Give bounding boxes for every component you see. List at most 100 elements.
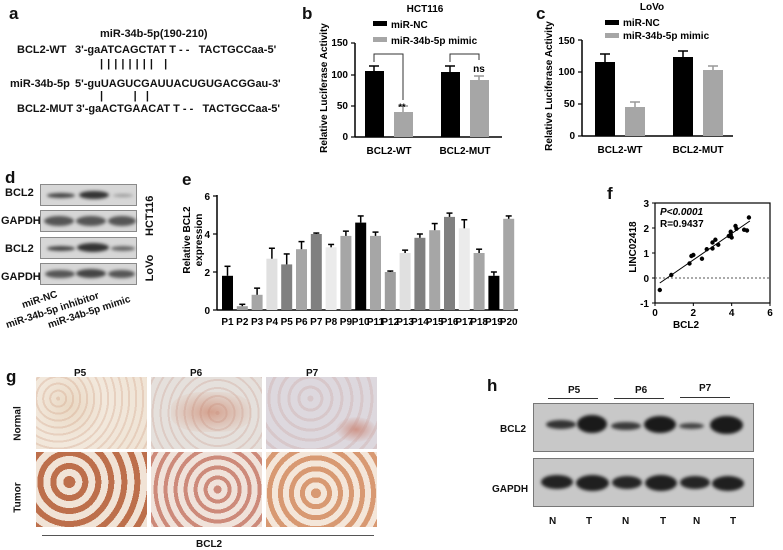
chart-e-bar	[473, 253, 485, 310]
blot-d-bcl2-lovo	[40, 237, 137, 259]
chart-e-bar	[296, 249, 307, 310]
blot-d-row-0: BCL2	[5, 187, 34, 199]
ihc-normal-p7	[266, 377, 377, 449]
wb-group-p6: P6	[635, 385, 648, 396]
ihc-tumor-p7	[266, 452, 377, 527]
chart-e-bar	[414, 237, 426, 310]
chart-b: HCT116 miR-NC miR-34b-5p mimic Relative …	[319, 4, 502, 157]
legend-mir-nc: miR-NC	[391, 20, 428, 31]
pairing-lines-top: | | | | | | | | |	[100, 58, 168, 70]
chart-e-xtick: P4	[266, 317, 279, 328]
svg-text:150: 150	[558, 36, 575, 47]
row-label-bcl2-wt: BCL2-WT	[17, 44, 67, 56]
wb-row-bcl2: BCL2	[500, 424, 527, 435]
blot-d-gapdh-lovo	[40, 263, 137, 285]
chart-f-point	[710, 240, 715, 245]
chart-e-bar	[281, 264, 293, 310]
legend-mimic: miR-34b-5p mimic	[391, 36, 478, 47]
chart-f-point	[691, 252, 696, 258]
svg-text:100: 100	[558, 67, 575, 78]
chart-f-point	[734, 226, 739, 231]
row-label-bcl2-mut: BCL2-MUT	[17, 103, 74, 115]
chart-e-bar	[370, 235, 381, 310]
wb-lane-3: T	[660, 516, 667, 527]
sequence-bcl2-mut: 3'-gaACTGAACAT T - - TACTGCCaa-5'	[76, 103, 281, 115]
ihc-row-tumor: Tumor	[12, 482, 24, 513]
wb-group-line-p7	[680, 397, 730, 398]
wb-lane-1: T	[586, 516, 593, 527]
chart-e-xtick: P3	[251, 317, 264, 328]
svg-text:6: 6	[767, 308, 773, 319]
chart-f-point	[687, 261, 692, 266]
ihc-footer-line	[42, 535, 374, 536]
svg-text:0: 0	[569, 131, 575, 142]
legend-mir-nc-c: miR-NC	[623, 18, 660, 29]
ihc-tumor-p6	[151, 452, 262, 527]
wb-row-gapdh: GAPDH	[492, 484, 529, 495]
wb-group-p5: P5	[568, 385, 581, 396]
wb-lane-0: N	[549, 516, 557, 527]
blot-d-row-2: BCL2	[5, 243, 34, 255]
ihc-normal-p6	[151, 377, 262, 449]
wb-lane-4: N	[693, 516, 701, 527]
chart-f-point	[710, 246, 715, 251]
svg-text:0: 0	[652, 308, 658, 319]
chart-e-bar	[266, 258, 278, 310]
wb-group-line-p5	[548, 398, 598, 399]
sequence-mir: 5'-guUAGUCGAUUACUGUGACGGau-3'	[75, 78, 281, 90]
svg-text:50: 50	[337, 101, 349, 112]
svg-text:0: 0	[342, 132, 348, 143]
wb-group-p7: P7	[699, 383, 712, 394]
chart-e-xtick: P2	[236, 317, 249, 328]
chart-f-point	[699, 256, 705, 261]
svg-text:0: 0	[643, 274, 649, 285]
chart-e-xtick: P10	[352, 317, 370, 328]
chart-e-xtick: P19	[485, 317, 503, 328]
chart-e-bar	[355, 222, 367, 310]
chart-f-point	[716, 242, 721, 247]
svg-text:3: 3	[643, 199, 649, 210]
chart-e-bar	[399, 253, 411, 310]
chart-c-xtick-0: BCL2-WT	[598, 145, 643, 156]
svg-text:4: 4	[729, 308, 735, 319]
chart-c-xtick-1: BCL2-MUT	[672, 145, 723, 156]
svg-text:4: 4	[204, 230, 210, 241]
chart-e-xtick: P6	[295, 317, 308, 328]
svg-text:P<0.0001: P<0.0001	[660, 207, 704, 218]
chart-e-xtick: P16	[441, 317, 459, 328]
chart-e-bar	[251, 294, 263, 310]
chart-f-point	[729, 235, 734, 240]
chart-f-point	[704, 247, 709, 252]
chart-e-xtick: P12	[381, 317, 399, 328]
chart-e-xtick: P13	[396, 317, 414, 328]
row-label-mir: miR-34b-5p	[10, 78, 70, 90]
panel-label-f: f	[607, 184, 613, 203]
svg-text:1: 1	[643, 249, 649, 260]
cell-line-hct116: HCT116	[144, 195, 156, 236]
ihc-col-p6: P6	[190, 368, 203, 379]
svg-text:2: 2	[691, 308, 697, 319]
legend-mimic-c: miR-34b-5p mimic	[623, 31, 710, 42]
wb-blot-gapdh	[533, 458, 754, 507]
svg-text:2: 2	[643, 224, 649, 235]
svg-text:100: 100	[331, 70, 348, 81]
ihc-col-p5: P5	[74, 368, 87, 379]
chart-e-xtick: P17	[455, 317, 473, 328]
panel-label-c: c	[536, 4, 546, 23]
chart-e-bar	[429, 230, 441, 310]
chart-c: LoVo miR-NC miR-34b-5p mimic Relative Lu…	[544, 2, 733, 156]
sequence-bcl2-wt: 3'-gaATCAGCTAT T - - TACTGCCaa-5'	[75, 44, 277, 56]
chart-f-xlabel: BCL2	[673, 320, 700, 331]
legend-swatch-mimic	[373, 37, 387, 42]
panel-label-h: h	[487, 376, 498, 395]
chart-b-xtick-1: BCL2-MUT	[439, 146, 490, 157]
svg-text:50: 50	[564, 99, 576, 110]
chart-f-point	[669, 272, 674, 278]
svg-text:2: 2	[204, 268, 210, 279]
chart-e-xtick: P9	[340, 317, 353, 328]
chart-e-xtick: P11	[367, 317, 385, 328]
ihc-col-p7: P7	[306, 368, 319, 379]
chart-e-bar	[384, 272, 396, 310]
legend-swatch-mir-nc	[373, 21, 387, 26]
